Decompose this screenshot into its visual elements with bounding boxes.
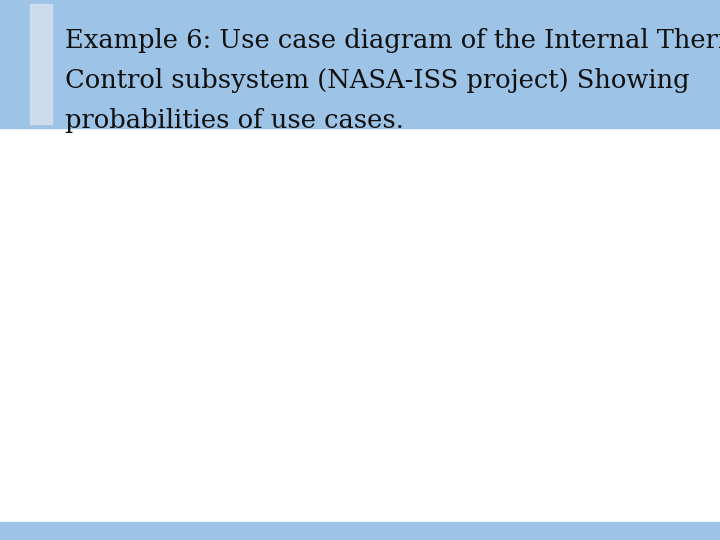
Bar	[30, 4, 52, 124]
Text: Example 6: Use case diagram of the Internal Thermal: Example 6: Use case diagram of the Inter…	[65, 28, 720, 53]
Bar	[0, 128, 720, 522]
Bar	[0, 522, 720, 540]
Text: probabilities of use cases.: probabilities of use cases.	[65, 108, 404, 133]
Text: Control subsystem (NASA-ISS project) Showing: Control subsystem (NASA-ISS project) Sho…	[65, 68, 690, 93]
Bar	[0, 0, 720, 128]
